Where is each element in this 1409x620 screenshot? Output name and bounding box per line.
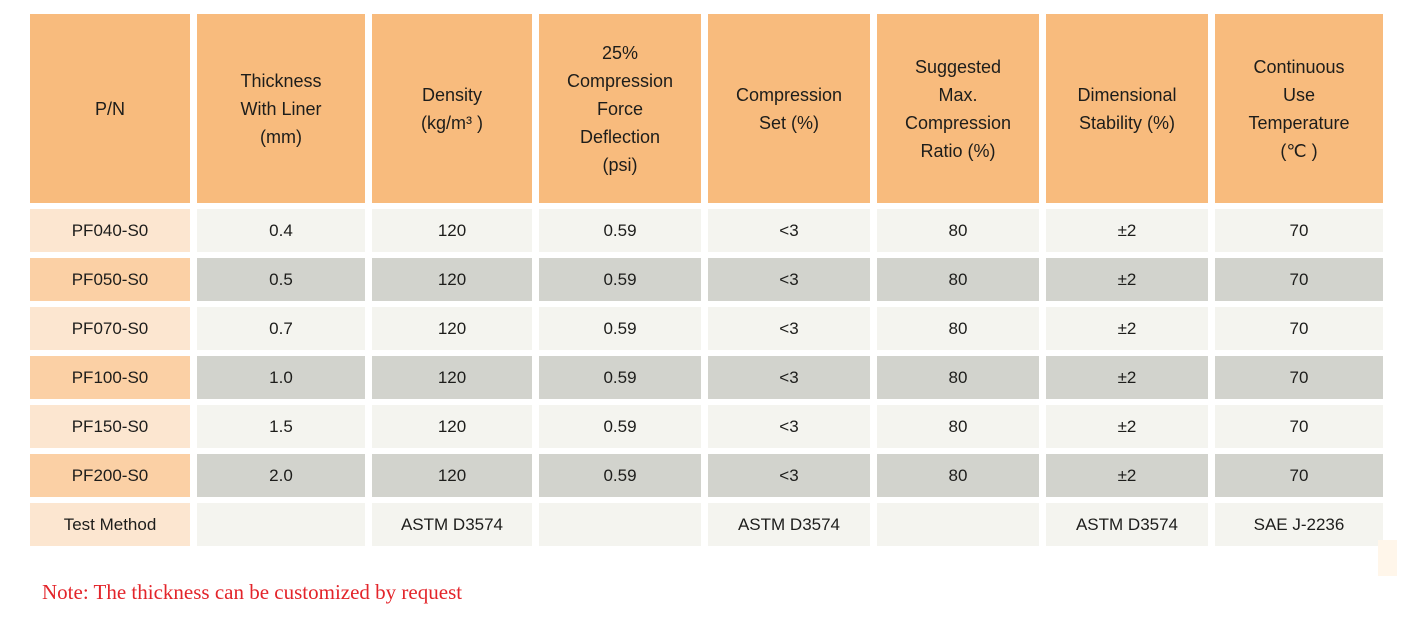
cell-test-method-label: Test Method — [30, 503, 190, 546]
cell-pn: PF050-S0 — [30, 258, 190, 301]
cell-compression-set: <3 — [708, 258, 870, 301]
table-row-pf200: PF200-S0 2.0 120 0.59 <3 80 ±2 70 — [30, 454, 1383, 497]
cell-thickness: 0.4 — [197, 209, 365, 252]
cell-cfd: 0.59 — [539, 454, 701, 497]
header-pn: P/N — [30, 14, 190, 203]
cell-cfd: 0.59 — [539, 405, 701, 448]
header-continuous-use-temperature: Continuous Use Temperature (℃ ) — [1215, 14, 1383, 203]
header-compression-set: Compression Set (%) — [708, 14, 870, 203]
note-text: Note: The thickness can be customized by… — [42, 580, 463, 604]
cell-compression-set: ASTM D3574 — [708, 503, 870, 546]
cell-temperature: SAE J-2236 — [1215, 503, 1383, 546]
cell-thickness: 1.0 — [197, 356, 365, 399]
cell-max-ratio: 80 — [877, 454, 1039, 497]
cell-pn: PF150-S0 — [30, 405, 190, 448]
header-row: P/N Thickness With Liner (mm) Density (k… — [30, 14, 1383, 203]
header-compression-force-deflection: 25% Compression Force Deflection (psi) — [539, 14, 701, 203]
cell-dimensional-stability: ±2 — [1046, 356, 1208, 399]
cell-cfd: 0.59 — [539, 209, 701, 252]
cell-pn: PF200-S0 — [30, 454, 190, 497]
cell-dimensional-stability: ±2 — [1046, 405, 1208, 448]
table-row-pf040: PF040-S0 0.4 120 0.59 <3 80 ±2 70 — [30, 209, 1383, 252]
table-row-pf150: PF150-S0 1.5 120 0.59 <3 80 ±2 70 — [30, 405, 1383, 448]
cell-max-ratio: 80 — [877, 307, 1039, 350]
cell-temperature: 70 — [1215, 307, 1383, 350]
cell-temperature: 70 — [1215, 258, 1383, 301]
cell-cfd: 0.59 — [539, 307, 701, 350]
table-row-test-method: Test Method ASTM D3574 ASTM D3574 ASTM D… — [30, 503, 1383, 546]
cell-density: 120 — [372, 209, 532, 252]
cell-max-ratio — [877, 503, 1039, 546]
cell-compression-set: <3 — [708, 356, 870, 399]
cell-thickness: 1.5 — [197, 405, 365, 448]
cell-thickness: 0.7 — [197, 307, 365, 350]
cell-dimensional-stability: ±2 — [1046, 209, 1208, 252]
cell-max-ratio: 80 — [877, 356, 1039, 399]
cell-cfd: 0.59 — [539, 356, 701, 399]
cell-dimensional-stability: ASTM D3574 — [1046, 503, 1208, 546]
cell-density: 120 — [372, 405, 532, 448]
cell-thickness: 2.0 — [197, 454, 365, 497]
cell-max-ratio: 80 — [877, 405, 1039, 448]
cell-dimensional-stability: ±2 — [1046, 258, 1208, 301]
cell-density: ASTM D3574 — [372, 503, 532, 546]
header-thickness: Thickness With Liner (mm) — [197, 14, 365, 203]
header-max-compression-ratio: Suggested Max. Compression Ratio (%) — [877, 14, 1039, 203]
decorative-sliver — [1378, 540, 1397, 576]
cell-max-ratio: 80 — [877, 258, 1039, 301]
cell-pn: PF040-S0 — [30, 209, 190, 252]
cell-compression-set: <3 — [708, 307, 870, 350]
cell-dimensional-stability: ±2 — [1046, 454, 1208, 497]
header-dimensional-stability: Dimensional Stability (%) — [1046, 14, 1208, 203]
cell-cfd: 0.59 — [539, 258, 701, 301]
cell-thickness: 0.5 — [197, 258, 365, 301]
table-row-pf100: PF100-S0 1.0 120 0.59 <3 80 ±2 70 — [30, 356, 1383, 399]
header-density: Density (kg/m³ ) — [372, 14, 532, 203]
cell-density: 120 — [372, 356, 532, 399]
cell-temperature: 70 — [1215, 356, 1383, 399]
cell-density: 120 — [372, 454, 532, 497]
cell-temperature: 70 — [1215, 454, 1383, 497]
cell-cfd — [539, 503, 701, 546]
cell-dimensional-stability: ±2 — [1046, 307, 1208, 350]
cell-temperature: 70 — [1215, 209, 1383, 252]
cell-pn: PF070-S0 — [30, 307, 190, 350]
table-row-pf050: PF050-S0 0.5 120 0.59 <3 80 ±2 70 — [30, 258, 1383, 301]
cell-thickness — [197, 503, 365, 546]
cell-compression-set: <3 — [708, 405, 870, 448]
cell-density: 120 — [372, 307, 532, 350]
cell-compression-set: <3 — [708, 454, 870, 497]
cell-compression-set: <3 — [708, 209, 870, 252]
cell-temperature: 70 — [1215, 405, 1383, 448]
table-row-pf070: PF070-S0 0.7 120 0.59 <3 80 ±2 70 — [30, 307, 1383, 350]
cell-max-ratio: 80 — [877, 209, 1039, 252]
product-spec-table: P/N Thickness With Liner (mm) Density (k… — [23, 8, 1390, 552]
cell-density: 120 — [372, 258, 532, 301]
cell-pn: PF100-S0 — [30, 356, 190, 399]
